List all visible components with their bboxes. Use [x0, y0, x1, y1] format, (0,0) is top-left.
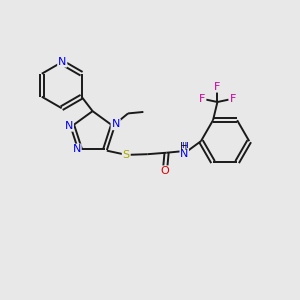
Text: O: O [161, 166, 170, 176]
Text: N: N [58, 57, 66, 67]
Text: F: F [214, 82, 220, 92]
Text: H: H [180, 142, 187, 152]
Text: F: F [230, 94, 236, 104]
Text: N: N [72, 145, 81, 154]
Text: N: N [112, 119, 120, 129]
Text: F: F [199, 94, 205, 104]
Text: N: N [180, 148, 188, 159]
Text: N: N [65, 121, 73, 131]
Text: H
N: H N [181, 142, 188, 161]
Text: S: S [123, 150, 130, 160]
